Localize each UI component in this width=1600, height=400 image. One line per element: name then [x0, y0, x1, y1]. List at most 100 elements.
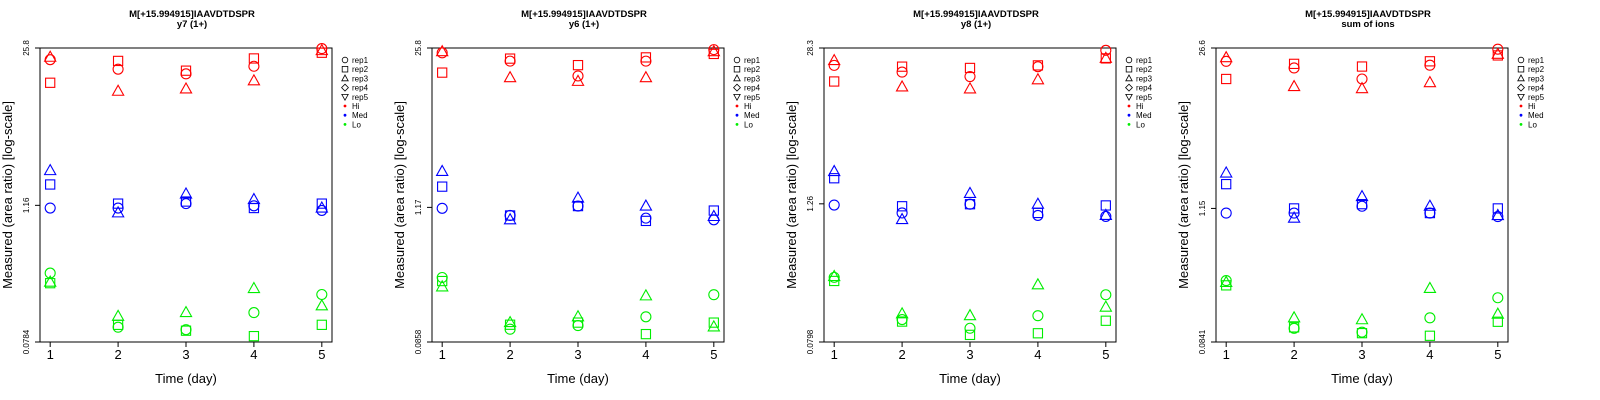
data-point-med-rep1	[1100, 210, 1112, 222]
data-point-lo-rep2	[1288, 322, 1300, 333]
y-tick-label: 1.16	[22, 197, 31, 213]
data-point-lo-rep3	[1491, 307, 1505, 319]
x-tick-label: 2	[506, 347, 513, 362]
data-point-hi-rep1	[1424, 59, 1436, 71]
data-point-lo-rep2	[1100, 315, 1111, 326]
data-point-lo-rep2	[896, 316, 908, 327]
data-point-lo-rep3	[895, 306, 909, 319]
data-point-hi-rep1	[896, 66, 908, 78]
data-point-lo-rep1	[1424, 312, 1436, 324]
legend-label: rep5	[352, 93, 369, 102]
data-point-lo-rep3	[111, 309, 125, 321]
data-point-hi-rep3	[827, 53, 841, 66]
y-tick-label: 0.0841	[1198, 329, 1207, 354]
data-point-hi-rep2	[112, 55, 124, 67]
legend-dot	[1127, 113, 1131, 117]
data-point-med-rep3	[1491, 208, 1505, 221]
legend-label: rep3	[1528, 74, 1545, 83]
data-point-med-rep2	[112, 198, 124, 209]
legend-label: rep3	[744, 74, 761, 83]
data-point-hi-rep1	[828, 59, 840, 71]
y-tick-label: 1.17	[414, 199, 423, 215]
legend-dot	[1519, 104, 1523, 108]
data-point-lo-rep1	[316, 288, 328, 301]
data-point-hi-rep1	[1492, 43, 1504, 55]
data-point-hi-rep1	[1100, 44, 1112, 56]
chart-subtitle: y7 (1+)	[177, 19, 207, 30]
x-tick-label: 4	[1426, 347, 1433, 362]
data-point-hi-rep2	[896, 61, 908, 72]
data-point-lo-rep3	[503, 315, 517, 328]
chart-title: M[+15.994915]IAAVDTDSPR	[1305, 9, 1431, 20]
chart-subtitle: sum of ions	[1341, 19, 1394, 30]
data-point-hi-rep2	[1424, 56, 1436, 67]
data-point-hi-rep2	[572, 59, 584, 71]
x-tick-label: 5	[710, 347, 717, 362]
legend-dot	[1519, 113, 1523, 117]
legend-triangle-up-symbol	[341, 74, 349, 82]
data-point-lo-rep3	[1099, 300, 1113, 312]
data-point-hi-rep2	[1221, 73, 1232, 85]
legend-triangle-up-symbol	[733, 74, 741, 82]
data-point-med-rep1	[896, 207, 908, 219]
data-point-med-rep3	[1355, 189, 1369, 202]
legend-label: Med	[352, 111, 368, 120]
x-tick-label: 5	[1494, 347, 1501, 362]
data-point-lo-rep1	[896, 313, 908, 326]
data-point-lo-rep3	[179, 305, 193, 318]
legend-triangle-down-symbol	[1125, 94, 1133, 102]
data-point-hi-rep3	[111, 84, 125, 96]
data-point-lo-rep1	[248, 307, 260, 319]
legend-circle-symbol	[1125, 56, 1133, 64]
data-point-lo-rep3	[1423, 281, 1437, 293]
data-point-hi-rep3	[435, 44, 449, 57]
data-point-hi-rep1	[964, 71, 976, 83]
y-tick-label: 0.0858	[414, 329, 423, 354]
legend-label: Med	[1528, 111, 1544, 120]
data-point-med-rep2	[829, 173, 840, 184]
data-point-hi-rep1	[248, 60, 260, 72]
data-point-hi-rep1	[180, 68, 192, 80]
legend-label: rep3	[352, 74, 369, 83]
data-point-lo-rep1	[1492, 292, 1504, 304]
plot-frame	[823, 47, 1117, 343]
data-point-hi-rep2	[248, 53, 260, 64]
x-tick-label: 3	[966, 347, 973, 362]
plot-frame	[39, 47, 333, 343]
x-tick-label: 1	[439, 347, 446, 362]
x-tick-label: 2	[114, 347, 121, 362]
data-point-med-rep1	[964, 198, 976, 210]
data-point-med-rep2	[572, 200, 584, 212]
data-point-med-rep3	[1287, 211, 1301, 223]
legend-dot	[735, 113, 739, 117]
data-point-med-rep1	[436, 202, 448, 214]
legend-triangle-down-symbol	[1517, 94, 1525, 102]
legend-square-symbol	[341, 66, 349, 73]
data-point-hi-rep3	[895, 79, 909, 92]
legend-triangle-down-symbol	[341, 94, 349, 102]
x-axis-label: Time (day)	[1331, 371, 1393, 386]
legend-label: rep5	[1136, 93, 1153, 102]
legend-label: rep4	[1528, 84, 1545, 93]
data-point-med-rep3	[1219, 165, 1233, 178]
data-point-hi-rep3	[639, 70, 653, 83]
x-axis-label: Time (day)	[155, 371, 217, 386]
data-point-hi-rep2	[1100, 53, 1111, 64]
data-point-lo-rep2	[1032, 328, 1044, 339]
data-point-hi-rep2	[504, 53, 516, 64]
plot-frame	[1215, 47, 1509, 343]
data-point-lo-rep2	[112, 319, 124, 330]
data-point-med-rep2	[1492, 203, 1503, 214]
data-point-hi-rep3	[1423, 75, 1437, 88]
data-point-lo-rep3	[1355, 312, 1369, 325]
x-tick-label: 3	[182, 347, 189, 362]
legend-diamond-symbol	[341, 83, 349, 92]
legend-dot	[1127, 123, 1131, 126]
data-point-hi-rep2	[964, 62, 976, 74]
data-point-hi-rep1	[436, 47, 448, 59]
data-point-med-rep2	[1032, 207, 1044, 219]
legend-label: rep1	[352, 56, 369, 65]
